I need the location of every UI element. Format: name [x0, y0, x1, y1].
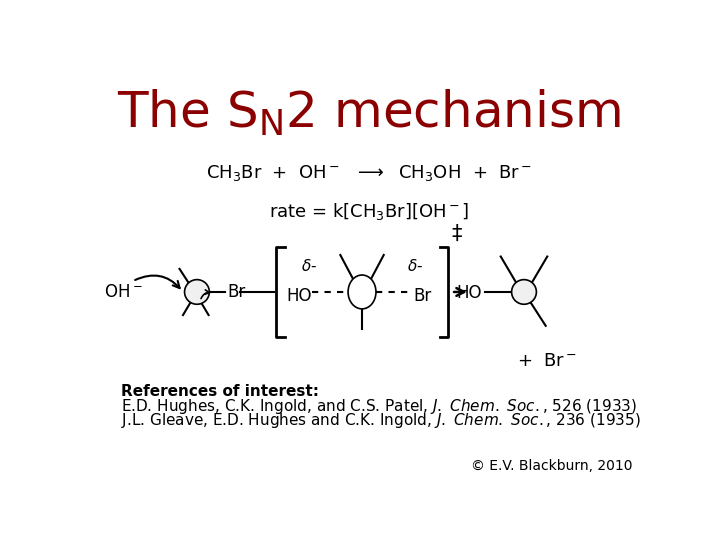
Text: J.L. Gleave, E.D. Hughes and C.K. Ingold, $\it{J.\ Chem.\ Soc.}$, 236 (1935): J.L. Gleave, E.D. Hughes and C.K. Ingold…: [121, 410, 641, 429]
Text: Br: Br: [413, 287, 431, 305]
Text: HO: HO: [287, 287, 312, 305]
Ellipse shape: [348, 275, 376, 309]
Text: E.D. Hughes, C.K. Ingold, and C.S. Patel, $\it{J.\ Chem.\ Soc.}$, 526 (1933): E.D. Hughes, C.K. Ingold, and C.S. Patel…: [121, 397, 637, 416]
Text: References of interest:: References of interest:: [121, 384, 319, 400]
Text: $\delta$-: $\delta$-: [300, 258, 317, 274]
FancyArrowPatch shape: [454, 288, 464, 296]
FancyArrowPatch shape: [135, 275, 180, 288]
Text: $\ddagger$: $\ddagger$: [451, 224, 463, 244]
Text: +  Br$^-$: + Br$^-$: [517, 352, 577, 370]
Text: HO: HO: [456, 285, 482, 302]
Text: Br: Br: [228, 283, 246, 301]
Text: $\delta$-: $\delta$-: [408, 258, 423, 274]
Text: The $\mathregular{S_N}$2 mechanism: The $\mathregular{S_N}$2 mechanism: [117, 87, 621, 138]
FancyArrowPatch shape: [201, 290, 210, 299]
Ellipse shape: [184, 280, 210, 304]
Text: rate = k[$\mathregular{CH_3}$Br][OH$^-$]: rate = k[$\mathregular{CH_3}$Br][OH$^-$]: [269, 200, 469, 221]
Text: © E.V. Blackburn, 2010: © E.V. Blackburn, 2010: [471, 459, 632, 473]
Ellipse shape: [512, 280, 536, 304]
Text: $\mathregular{CH_3Br}$  +  OH$^-$  $\longrightarrow$  $\mathregular{CH_3OH}$  + : $\mathregular{CH_3Br}$ + OH$^-$ $\longri…: [206, 163, 532, 183]
Text: OH$^-$: OH$^-$: [104, 283, 143, 301]
